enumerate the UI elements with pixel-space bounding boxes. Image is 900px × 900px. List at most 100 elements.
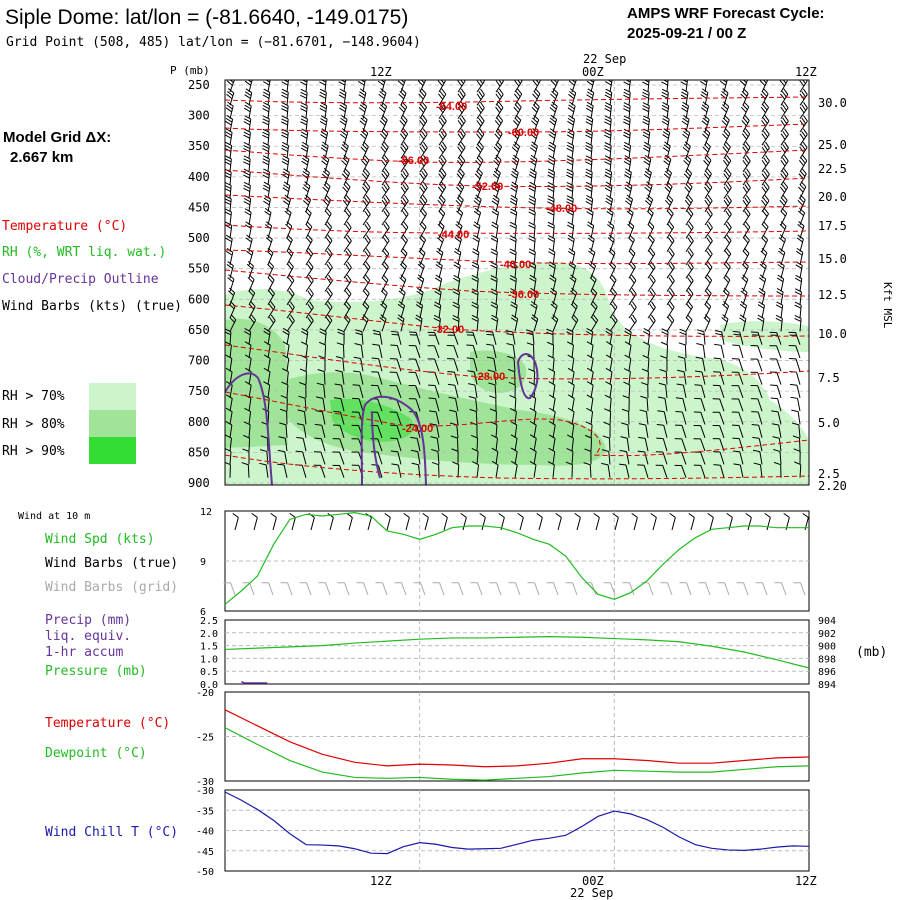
- wind-barb-staff: [438, 305, 442, 319]
- wind-barb-feather: [706, 224, 712, 231]
- wind-barb-staff: [473, 371, 478, 385]
- wind-barb-feather: [338, 94, 346, 99]
- wind-barb-feather: [604, 131, 612, 136]
- wind-barb-feather: [669, 301, 675, 308]
- wind-barb-feather: [724, 157, 730, 164]
- wind-barb-feather: [281, 88, 289, 93]
- legend-wind-barbs-grid: Wind Barbs (grid): [45, 580, 178, 595]
- wind-barb-feather: [794, 288, 802, 293]
- wind-barb-staff: [324, 280, 333, 292]
- wind-barb-feather: [490, 248, 498, 253]
- wind-barb-feather: [225, 120, 232, 126]
- wind-barb-feather: [604, 94, 612, 99]
- wind-barb-feather: [752, 449, 760, 453]
- wind-barb-feather: [585, 161, 592, 166]
- wind-barb-staff: [681, 438, 687, 452]
- wind-barb-feather: [683, 160, 690, 166]
- wind-barb-feather: [262, 148, 269, 152]
- wind-barb-feather: [288, 261, 294, 268]
- wind-barb-feather: [780, 93, 786, 100]
- wind-barb-feather: [586, 208, 594, 213]
- wind-barb-feather: [225, 234, 233, 240]
- wind-barb-feather: [624, 155, 632, 160]
- wind-barb-staff: [514, 212, 518, 226]
- wind-barb-feather: [529, 195, 536, 200]
- wind-barb-feather: [514, 80, 520, 87]
- wind-barb-staff: [362, 240, 371, 252]
- wind-barb-staff: [626, 451, 630, 465]
- wind-barb-feather: [547, 161, 555, 166]
- wind-barb-feather: [779, 247, 786, 253]
- wind-barb-feather: [661, 88, 669, 93]
- wind-barb-feather: [490, 275, 498, 279]
- wind-barb-staff: [742, 318, 747, 332]
- wind-barb-staff: [780, 147, 789, 159]
- wind-barb-feather: [783, 88, 789, 95]
- wind-barb-staff: [305, 199, 312, 212]
- wind-barb-feather: [642, 105, 650, 110]
- wind-barb-feather: [243, 118, 251, 123]
- wind-barb-feather: [529, 394, 536, 399]
- wind-barb-feather: [742, 104, 748, 110]
- legend-1hr-accum: 1-hr accum: [45, 645, 123, 660]
- wind-barb-staff: [761, 134, 770, 146]
- wind-barb-feather: [605, 200, 612, 206]
- wind-barb-staff: [742, 305, 748, 319]
- wind-barb-feather: [621, 422, 629, 426]
- wind-barb-staff: [267, 358, 271, 372]
- wind-barb-feather: [743, 101, 750, 108]
- wind-barb-staff: [417, 464, 421, 478]
- wind-barb-staff: [248, 411, 252, 425]
- wind-barb-feather: [662, 101, 669, 107]
- wind-barb-feather: [491, 234, 498, 240]
- wind-barb-feather: [605, 367, 613, 373]
- wind-barb-feather: [452, 291, 460, 296]
- wind-barb-feather: [447, 383, 455, 386]
- wind-barb-feather: [546, 331, 554, 336]
- wind-barb-feather: [548, 264, 556, 269]
- wind-barb-staff: [305, 331, 309, 345]
- wind-barb-staff: [761, 187, 770, 199]
- wind-barb-feather: [454, 237, 461, 243]
- wind-barb-feather: [795, 277, 802, 283]
- wind-barb-feather: [705, 263, 711, 271]
- wind-barb-staff: [457, 238, 462, 252]
- wind-barb-feather: [605, 88, 613, 93]
- wind-barb-feather: [794, 314, 802, 319]
- wind-barb-feather: [402, 157, 408, 164]
- wind-barb-staff: [682, 385, 687, 398]
- legend-rh80: RH > 80%: [2, 417, 65, 432]
- wind-barb-feather: [687, 263, 693, 271]
- wind-barb-feather: [456, 197, 463, 203]
- wind-barb-feather: [457, 207, 464, 214]
- wind-barb-feather: [743, 247, 750, 254]
- wind-barb-staff: [778, 438, 782, 452]
- cloud-outline-center: [516, 353, 539, 400]
- wind-barb-feather: [708, 234, 713, 242]
- wind-barb-feather: [680, 94, 688, 99]
- wind-barb-feather: [403, 141, 409, 148]
- wind-barb-feather: [267, 277, 274, 283]
- wind-barb-feather: [360, 117, 367, 123]
- wind-barb-feather: [642, 102, 650, 107]
- wind-barb-feather: [567, 394, 575, 399]
- wind-barb-feather: [516, 88, 523, 95]
- wind-barb-staff: [381, 279, 389, 292]
- wind-barb-feather: [319, 331, 327, 336]
- wind-barb-staff: [682, 398, 687, 412]
- wind-barb-feather: [347, 261, 352, 268]
- wind-barb-feather: [475, 194, 482, 200]
- wind-barb-feather: [796, 247, 804, 253]
- wind-barb-staff: [738, 438, 744, 452]
- wind-barb-staff: [305, 267, 314, 279]
- wind-barb-feather: [679, 328, 687, 333]
- wind-barb-staff: [248, 279, 255, 292]
- wind-barb-feather: [668, 277, 674, 284]
- contour-label-44: -44.00: [438, 229, 469, 241]
- wind-barb-staff: [229, 398, 233, 412]
- wind-barb-feather: [704, 157, 710, 164]
- wind-barb-feather: [459, 104, 465, 111]
- wind-barb-feather: [302, 186, 309, 193]
